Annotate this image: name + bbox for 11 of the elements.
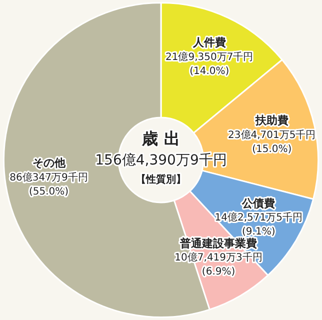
slice-label: 扶助費 <box>254 114 288 128</box>
data-label: 86億347万9千円 (55.0%) <box>10 171 88 198</box>
text: 歳 出 <box>141 129 180 148</box>
data-label: 14億2,571万5千円 (9.1%) <box>214 212 302 238</box>
data-label: 10億7,419万3千円 (6.9%) <box>174 252 262 278</box>
data-label: 23億4,701万5千円 (15.0%) <box>228 128 316 155</box>
text: 【性質別】 <box>136 174 186 186</box>
slice-label: その他 <box>32 156 66 170</box>
slice-label: 人件費 <box>192 36 226 50</box>
data-label: 21億9,350万7千円 (14.0%) <box>166 50 254 77</box>
slice-label: 公債費 <box>241 197 276 210</box>
